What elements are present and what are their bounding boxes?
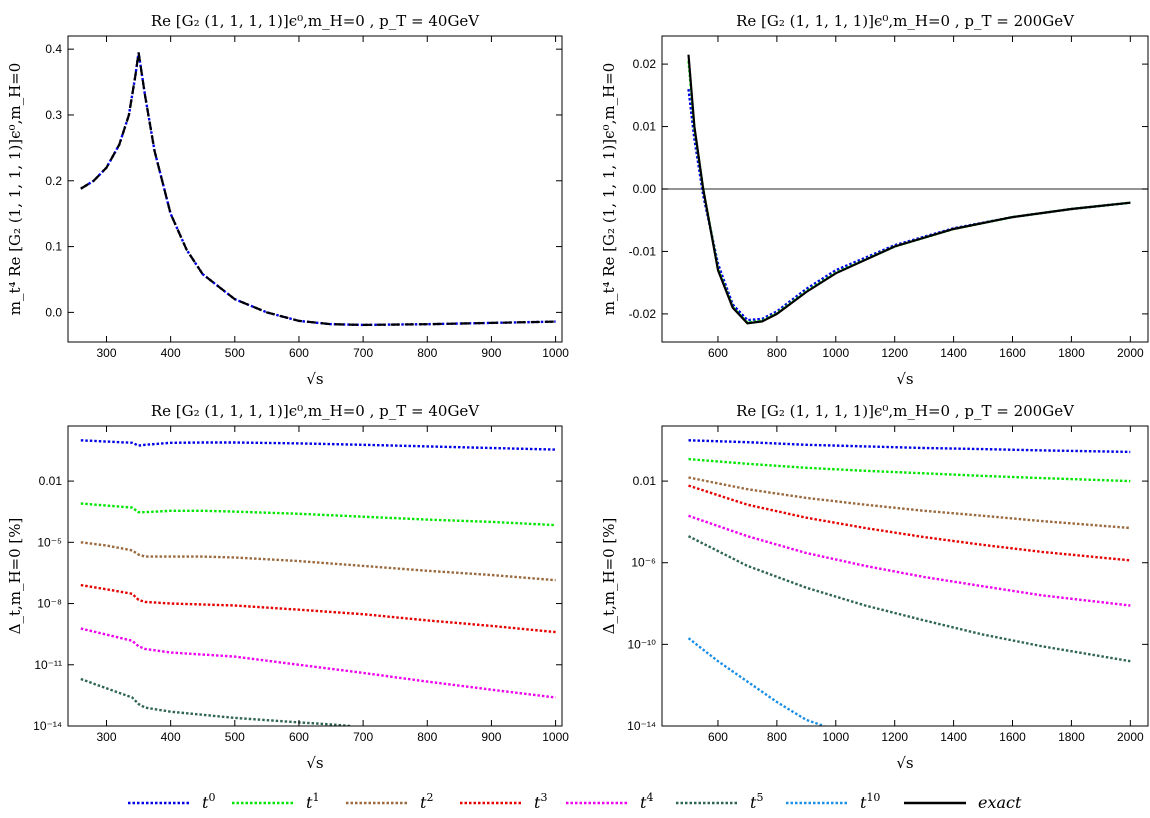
y-tick-label: 0.02: [633, 57, 657, 71]
x-tick-label: 1800: [1058, 346, 1085, 360]
y-tick-label: 0.1: [45, 240, 62, 254]
y-axis-label: m_t⁴ Re [G₂ (1, 1, 1, 1)]ϵ⁰,m_H=0: [6, 63, 24, 316]
series-line-t5: [80, 677, 351, 726]
x-tick-label: 700: [353, 730, 373, 744]
x-tick-label: 1400: [940, 346, 967, 360]
x-axis-label: √s: [896, 754, 913, 772]
series-line-t0: [80, 439, 556, 451]
x-tick-label: 500: [225, 346, 245, 360]
series-line-t3: [688, 484, 1131, 562]
series-line-t0: [688, 439, 1131, 454]
series-line-t0: [80, 52, 556, 327]
x-tick-label: 2000: [1117, 730, 1144, 744]
x-tick-label: 1200: [881, 346, 908, 360]
legend-label-t5: t5: [750, 791, 763, 812]
x-tick-label: 1000: [822, 346, 849, 360]
y-tick-label: 0.01: [39, 474, 63, 488]
x-tick-label: 900: [481, 346, 501, 360]
y-tick-label: -0.02: [629, 307, 657, 321]
chart-panel-3: Re [G₂ (1, 1, 1, 1)]ϵ⁰,m_H=0 , p_T = 40G…: [6, 402, 569, 772]
y-axis-label: Δ_t,m_H=0 [%]: [600, 518, 618, 635]
legend-label-t4: t4: [640, 791, 653, 812]
x-tick-label: 600: [708, 730, 728, 744]
series-line-t5: [687, 535, 1131, 663]
series-line-exact: [687, 54, 1131, 325]
x-tick-label: 300: [96, 346, 116, 360]
y-tick-label: 0.2: [45, 174, 62, 188]
series-line-t0: [687, 88, 1131, 322]
y-tick-label: 0.0: [45, 305, 62, 319]
series-line-t2: [688, 476, 1131, 530]
y-axis-label: Δ_t,m_H=0 [%]: [6, 518, 24, 635]
chart-title: Re [G₂ (1, 1, 1, 1)]ϵ⁰,m_H=0 , p_T = 200…: [736, 402, 1075, 420]
plot-frame: [67, 425, 563, 727]
legend-label-t2: t2: [420, 791, 433, 812]
legend: t0 t1 t2 t3 t4 t5 t10 exact: [128, 791, 1022, 812]
y-tick-label: 10⁻¹¹: [34, 658, 62, 672]
y-tick-label: 10⁻¹⁰: [628, 637, 657, 651]
series-line-t1: [687, 60, 1131, 324]
x-tick-label: 1600: [999, 730, 1026, 744]
x-tick-label: 500: [225, 730, 245, 744]
series-line-exact: [80, 52, 556, 327]
legend-label-t10: t10: [860, 791, 880, 812]
series-line-t4: [80, 627, 556, 699]
chart-title: Re [G₂ (1, 1, 1, 1)]ϵ⁰,m_H=0 , p_T = 40G…: [151, 402, 480, 420]
y-tick-label: 10⁻⁵: [37, 535, 62, 549]
y-tick-label: 10⁻¹⁴: [33, 719, 62, 733]
y-tick-label: 0.01: [633, 120, 657, 134]
x-tick-label: 1000: [542, 346, 569, 360]
x-axis-label: √s: [896, 370, 913, 388]
x-tick-label: 1800: [1058, 730, 1085, 744]
y-tick-label: 0.01: [633, 474, 657, 488]
plot-frame: [661, 425, 1149, 727]
x-tick-label: 400: [161, 730, 181, 744]
x-tick-label: 1400: [940, 730, 967, 744]
x-axis-label: √s: [306, 754, 323, 772]
legend-label-t3: t3: [534, 791, 547, 812]
x-tick-label: 300: [96, 730, 116, 744]
x-tick-label: 800: [767, 346, 787, 360]
legend-label-exact: exact: [978, 793, 1022, 812]
y-tick-label: 10⁻¹⁴: [627, 719, 656, 733]
legend-label-t0: t0: [202, 791, 215, 812]
chart-title: Re [G₂ (1, 1, 1, 1)]ϵ⁰,m_H=0 , p_T = 200…: [736, 12, 1075, 30]
y-tick-label: 10⁻⁸: [37, 597, 62, 611]
y-axis-label: m_t⁴ Re [G₂ (1, 1, 1, 1)]ϵ⁰,m_H=0: [600, 63, 618, 316]
y-tick-label: 10⁻⁶: [631, 556, 656, 570]
x-tick-label: 1600: [999, 346, 1026, 360]
series-line-t3: [80, 583, 556, 634]
y-tick-label: -0.01: [629, 244, 657, 258]
series-line-t2: [80, 541, 556, 582]
series-line-t10: [687, 637, 825, 726]
x-tick-label: 700: [353, 346, 373, 360]
x-tick-label: 600: [708, 346, 728, 360]
x-axis-label: √s: [306, 370, 323, 388]
x-tick-label: 800: [417, 346, 437, 360]
series-line-t1: [80, 502, 556, 527]
x-tick-label: 400: [161, 346, 181, 360]
y-tick-label: 0.3: [45, 108, 62, 122]
legend-label-t1: t1: [306, 791, 319, 812]
chart-panel-4: Re [G₂ (1, 1, 1, 1)]ϵ⁰,m_H=0 , p_T = 200…: [600, 402, 1149, 772]
chart-panel-1: Re [G₂ (1, 1, 1, 1)]ϵ⁰,m_H=0 , p_T = 40G…: [6, 12, 569, 388]
x-tick-label: 600: [289, 730, 309, 744]
x-tick-label: 1000: [542, 730, 569, 744]
series-line-t4: [688, 514, 1131, 607]
x-tick-label: 900: [481, 730, 501, 744]
x-tick-label: 800: [767, 730, 787, 744]
x-tick-label: 600: [289, 346, 309, 360]
y-tick-label: 0.00: [633, 182, 657, 196]
y-tick-label: 0.4: [45, 42, 62, 56]
chart-panel-2: Re [G₂ (1, 1, 1, 1)]ϵ⁰,m_H=0 , p_T = 200…: [600, 12, 1149, 388]
x-tick-label: 800: [417, 730, 437, 744]
x-tick-label: 1000: [822, 730, 849, 744]
x-tick-label: 1200: [881, 730, 908, 744]
x-tick-label: 2000: [1117, 346, 1144, 360]
series-line-t1: [688, 457, 1131, 483]
plot-frame: [67, 35, 563, 343]
chart-title: Re [G₂ (1, 1, 1, 1)]ϵ⁰,m_H=0 , p_T = 40G…: [151, 12, 480, 30]
